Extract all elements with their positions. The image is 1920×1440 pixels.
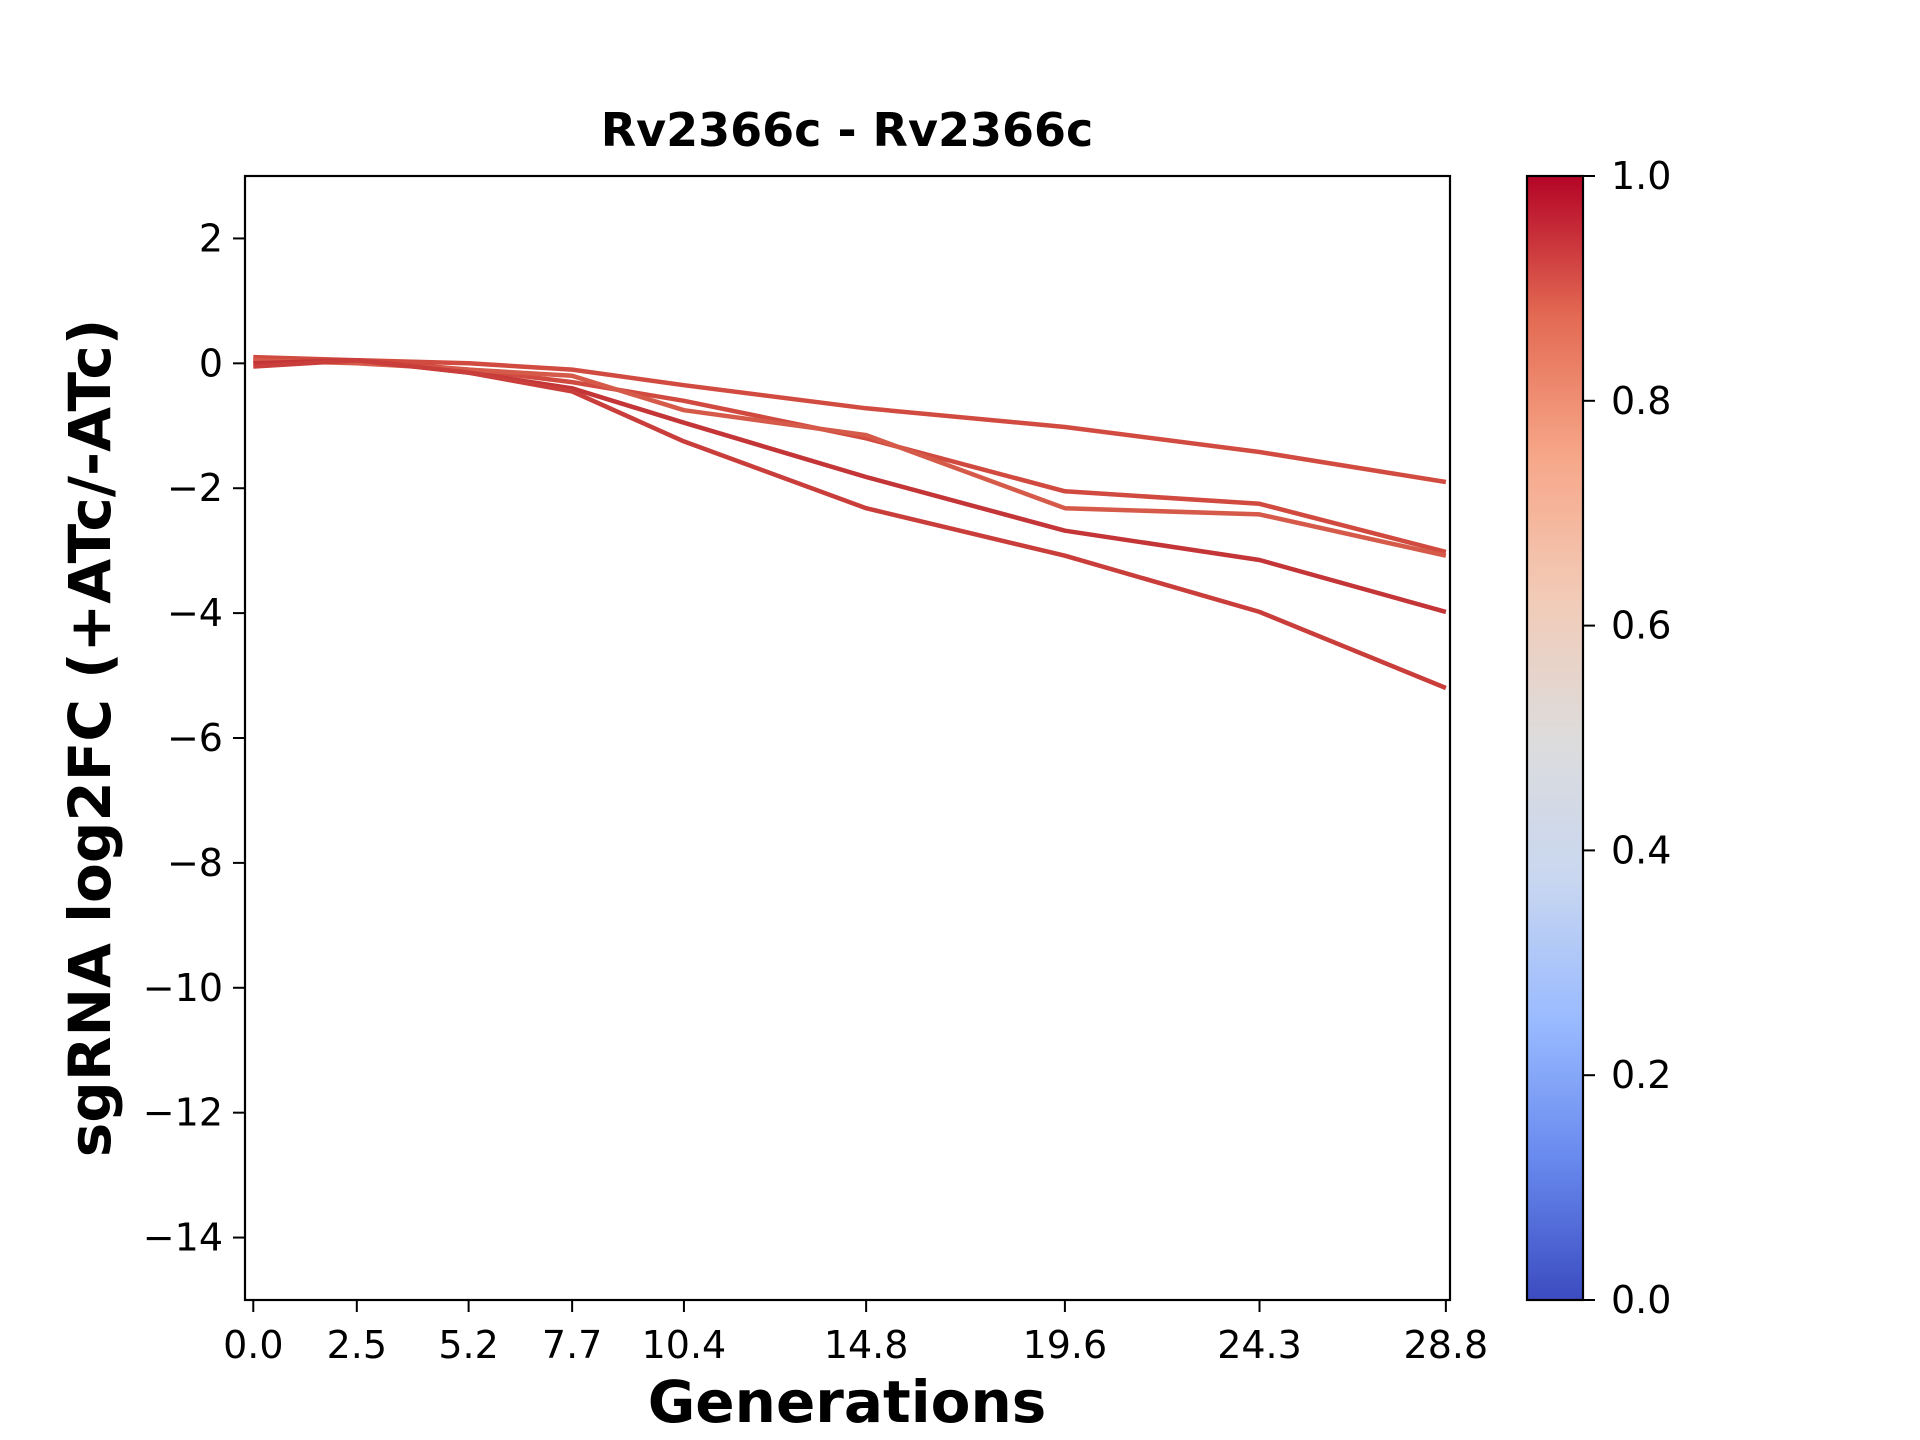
y-tick-label: 0 bbox=[199, 341, 223, 385]
y-axis-ticks: 2 0 −2 −4 −6 −8 −10 −12 −14 bbox=[143, 216, 245, 1260]
plot-area-frame bbox=[243, 174, 1452, 1302]
x-tick-label: 0.0 bbox=[223, 1323, 283, 1367]
colorbar bbox=[1525, 174, 1585, 1302]
y-tick-label: −6 bbox=[167, 716, 223, 760]
x-tick-label: 19.6 bbox=[1023, 1323, 1108, 1367]
series-line-1 bbox=[253, 357, 1447, 485]
y-tick-label: −8 bbox=[167, 841, 223, 885]
y-tick-label: −14 bbox=[143, 1216, 223, 1260]
chart-title: Rv2366c - Rv2366c bbox=[601, 103, 1094, 157]
series-line-5 bbox=[253, 357, 1447, 691]
colorbar-ticks: 0.0 0.2 0.4 0.6 0.8 1.0 bbox=[1583, 154, 1671, 1322]
x-tick-label: 28.8 bbox=[1404, 1323, 1489, 1367]
x-tick-label: 10.4 bbox=[642, 1323, 727, 1367]
x-axis-ticks: 0.0 2.5 5.2 7.7 10.4 14.8 19.6 24.3 28.8 bbox=[223, 1300, 1488, 1367]
y-tick-label: −2 bbox=[167, 466, 223, 510]
x-tick-label: 24.3 bbox=[1217, 1323, 1302, 1367]
colorbar-tick-label: 0.4 bbox=[1611, 828, 1671, 872]
colorbar-tick-label: 0.2 bbox=[1611, 1053, 1671, 1097]
x-axis-title: Generations bbox=[648, 1368, 1047, 1436]
y-tick-label: 2 bbox=[199, 216, 223, 260]
y-tick-label: −10 bbox=[143, 966, 223, 1010]
colorbar-tick-label: 0.0 bbox=[1611, 1278, 1671, 1322]
x-tick-label: 2.5 bbox=[327, 1323, 387, 1367]
colorbar-tick-label: 1.0 bbox=[1611, 154, 1671, 198]
y-tick-label: −4 bbox=[167, 591, 223, 635]
y-axis-title: sgRNA log2FC (+ATc/-ATc) bbox=[56, 319, 124, 1157]
series-line-3 bbox=[253, 357, 1447, 558]
series-line-4 bbox=[253, 357, 1447, 615]
plot-lines bbox=[253, 354, 1447, 691]
colorbar-tick-label: 0.8 bbox=[1611, 379, 1671, 423]
x-tick-label: 14.8 bbox=[824, 1323, 909, 1367]
colorbar-tick-label: 0.6 bbox=[1611, 604, 1671, 648]
y-tick-label: −12 bbox=[143, 1091, 223, 1135]
x-tick-label: 7.7 bbox=[542, 1323, 602, 1367]
x-tick-label: 5.2 bbox=[438, 1323, 498, 1367]
